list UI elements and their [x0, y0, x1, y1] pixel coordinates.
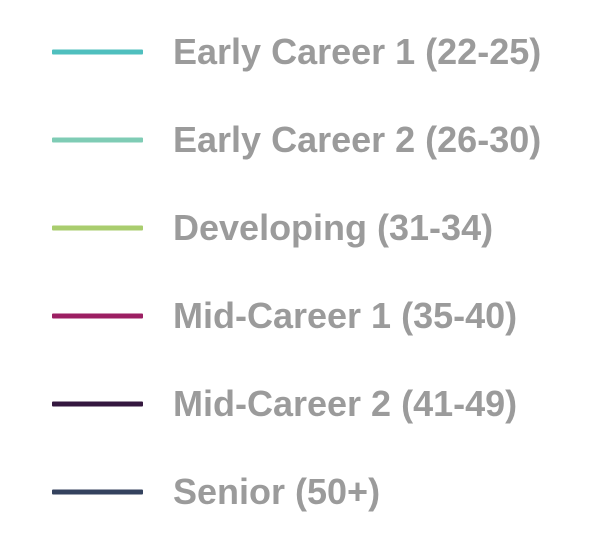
legend-swatch-mid-career-1: [52, 313, 143, 319]
legend-swatch-early-career-2: [52, 137, 143, 143]
legend-label-early-career-1: Early Career 1 (22-25): [173, 31, 542, 72]
legend-swatch-mid-career-2: [52, 401, 143, 407]
legend-swatch-early-career-1: [52, 49, 143, 55]
legend-item-senior: Senior (50+): [0, 462, 603, 522]
legend-item-mid-career-1: Mid-Career 1 (35-40): [0, 286, 603, 346]
legend-swatch-senior: [52, 489, 143, 495]
legend-label-developing: Developing (31-34): [173, 207, 494, 248]
legend-label-mid-career-1: Mid-Career 1 (35-40): [173, 295, 518, 336]
legend-item-developing: Developing (31-34): [0, 198, 603, 258]
legend-item-early-career-1: Early Career 1 (22-25): [0, 22, 603, 82]
legend-label-early-career-2: Early Career 2 (26-30): [173, 119, 542, 160]
legend-item-early-career-2: Early Career 2 (26-30): [0, 110, 603, 170]
legend-swatch-developing: [52, 225, 143, 231]
legend-label-senior: Senior (50+): [173, 471, 381, 512]
legend-label-mid-career-2: Mid-Career 2 (41-49): [173, 383, 518, 424]
legend-item-mid-career-2: Mid-Career 2 (41-49): [0, 374, 603, 434]
